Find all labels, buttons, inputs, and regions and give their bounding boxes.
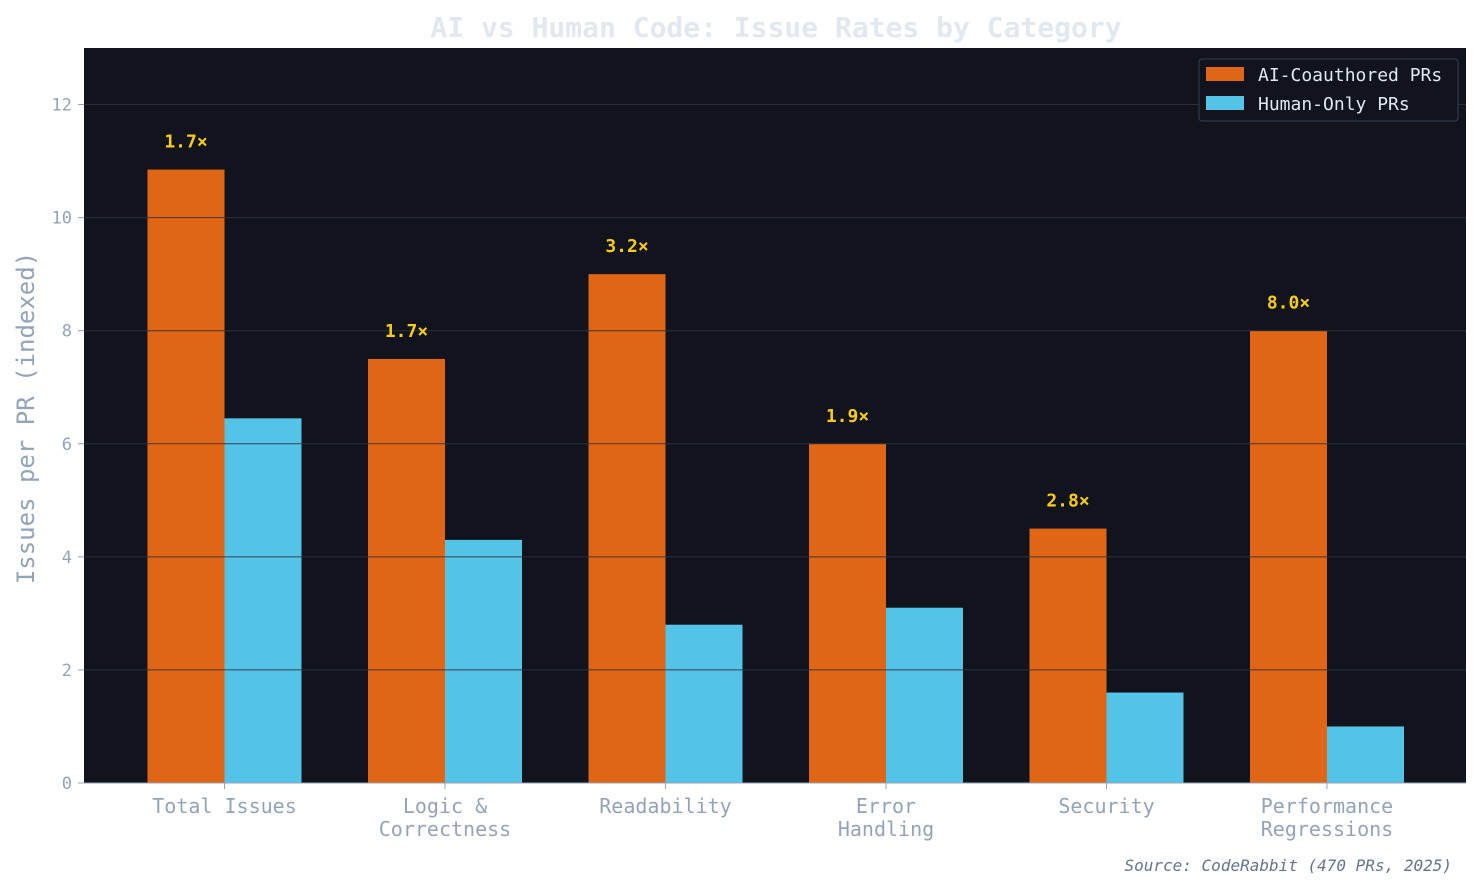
x-tick-label-line: Total Issues	[152, 794, 297, 818]
ratio-labels: 1.7× 1.7× 3.2× 1.9× 2.8× 8.0×	[164, 132, 1310, 512]
x-tick-label-1: Logic & Correctness	[379, 794, 511, 841]
x-tick-label-line: Regressions	[1261, 817, 1393, 841]
x-tick-label-line: Logic &	[403, 794, 487, 818]
y-tick-label-6: 12	[52, 96, 72, 116]
x-tick-label-line: Readability	[599, 794, 731, 818]
bar-ai-3	[809, 443, 886, 783]
x-tick-label-line: Handling	[838, 817, 934, 841]
grid-overlay	[84, 104, 1466, 671]
bar-ai-2	[588, 274, 666, 783]
bars	[147, 169, 1404, 784]
ratio-label-1: 1.7×	[385, 321, 428, 342]
y-tick-label-2: 4	[62, 548, 72, 568]
y-tick-label-1: 2	[62, 661, 72, 681]
legend-swatch-human	[1206, 96, 1244, 110]
y-tick-label-5: 10	[52, 209, 72, 229]
x-tick-label-line: Correctness	[379, 817, 511, 841]
bar-human-0	[224, 418, 302, 783]
x-tick-label-0: Total Issues	[152, 794, 297, 818]
x-tick-label-4: Security	[1058, 794, 1154, 818]
bar-human-4	[1106, 692, 1184, 783]
bar-human-2	[665, 624, 743, 783]
x-tick-label-2: Readability	[599, 794, 731, 818]
ratio-label-4: 2.8×	[1046, 491, 1089, 512]
x-tick-label-line: Error	[856, 794, 916, 818]
bar-ai-0	[147, 169, 225, 784]
legend-label-human: Human-Only PRs	[1258, 94, 1410, 115]
chart-title: AI vs Human Code: Issue Rates by Categor…	[430, 11, 1121, 44]
bar-human-1	[445, 539, 522, 783]
y-tick-label-3: 6	[62, 435, 72, 455]
bar-human-5	[1327, 726, 1404, 783]
bar-ai-4	[1029, 528, 1107, 783]
source-note: Source: CodeRabbit (470 PRs, 2025)	[1124, 856, 1452, 875]
x-axis: Total Issues Logic & Correctness Readabilit…	[84, 782, 1466, 841]
bar-ai-1	[368, 358, 445, 783]
ratio-label-2: 3.2×	[605, 236, 648, 257]
legend-swatch-ai	[1206, 67, 1244, 81]
ratio-label-3: 1.9×	[826, 406, 869, 427]
ratio-label-5: 8.0×	[1267, 293, 1310, 314]
y-axis: 0 2 4 6 8 10 12	[52, 96, 84, 794]
plot-area	[84, 48, 1466, 783]
x-tick-label-3: Error Handling	[838, 794, 934, 841]
y-tick-label-4: 8	[62, 322, 72, 342]
bar-human-3	[886, 607, 963, 783]
x-tick-label-5: Performance Regressions	[1261, 794, 1393, 841]
y-tick-label-0: 0	[62, 774, 72, 794]
legend: AI-Coauthored PRs Human-Only PRs	[1198, 58, 1459, 122]
legend-label-ai: AI-Coauthored PRs	[1258, 65, 1442, 86]
x-tick-label-line: Security	[1058, 794, 1154, 818]
x-tick-label-line: Performance	[1261, 794, 1393, 818]
y-axis-label: Issues per PR (indexed)	[12, 252, 40, 584]
ratio-label-0: 1.7×	[164, 132, 207, 153]
